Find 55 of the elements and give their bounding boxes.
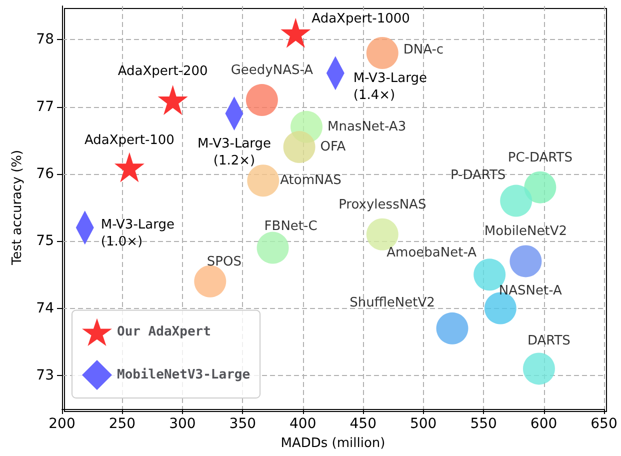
legend-label: MobileNetV3-Large: [117, 368, 250, 382]
y-tick-label: 73: [36, 367, 54, 384]
data-label: AmoebaNet-A: [386, 246, 477, 261]
data-label: M-V3-Large (1.2×): [197, 136, 272, 168]
legend-label: Our AdaXpert: [117, 324, 211, 340]
data-label: DARTS: [527, 334, 570, 349]
point: [510, 245, 542, 278]
x-tick-label: 650: [590, 416, 618, 432]
x-tick-label: 500: [410, 416, 437, 432]
y-tick-label: 78: [36, 32, 54, 48]
point: [436, 312, 468, 344]
point: [246, 84, 278, 116]
point: [256, 232, 289, 264]
point: [366, 37, 398, 70]
y-tick-label: 75: [36, 233, 54, 250]
data-label: OFA: [320, 140, 346, 155]
y-tick-label: 77: [36, 98, 54, 115]
y-tick-label: 76: [36, 166, 54, 182]
point: [247, 164, 280, 197]
point: [283, 131, 316, 164]
data-label: AtomNAS: [280, 173, 342, 188]
x-tick-label: 300: [169, 416, 196, 432]
data-label: NASNet-A: [498, 283, 562, 298]
data-label: AdaXpert-1000: [312, 11, 410, 26]
data-label: AdaXpert-100: [84, 133, 174, 148]
data-label: DNA-c: [403, 42, 444, 58]
point: [114, 152, 144, 182]
data-label: SPOS: [206, 254, 242, 270]
data-label: M-V3-Large (1.0×): [100, 218, 174, 250]
x-tick-label: 600: [530, 416, 558, 432]
data-label: AdaXpert-200: [118, 64, 208, 80]
x-tick-label: 450: [350, 416, 376, 432]
point: [524, 171, 556, 204]
data-label: PC-DARTS: [508, 150, 572, 166]
point: [500, 184, 532, 217]
data-label: M-V3-Large (1.4×): [353, 71, 427, 104]
x-tick-label: 550: [470, 416, 497, 432]
point: [158, 85, 188, 116]
y-axis-title: Test accuracy (%): [10, 150, 25, 266]
x-axis-title: MADDs (million): [280, 436, 386, 451]
data-label: ProxylessNAS: [338, 197, 426, 212]
x-tick-label: 200: [48, 416, 76, 432]
point: [280, 18, 311, 48]
data-label: MobileNetV2: [484, 224, 568, 240]
x-tick-label: 350: [229, 416, 256, 432]
y-tick-label: 74: [36, 300, 54, 316]
data-label: GeedyNAS-A: [230, 63, 314, 78]
x-tick-label: 250: [108, 416, 136, 432]
data-label: MnasNet-A3: [328, 119, 406, 134]
point: [194, 265, 226, 298]
data-label: FBNet-C: [264, 218, 318, 234]
x-tick-label: 400: [290, 416, 316, 432]
point: [522, 352, 555, 385]
data-label: P-DARTS: [450, 168, 506, 183]
data-label: ShuffleNetV2: [350, 295, 435, 310]
